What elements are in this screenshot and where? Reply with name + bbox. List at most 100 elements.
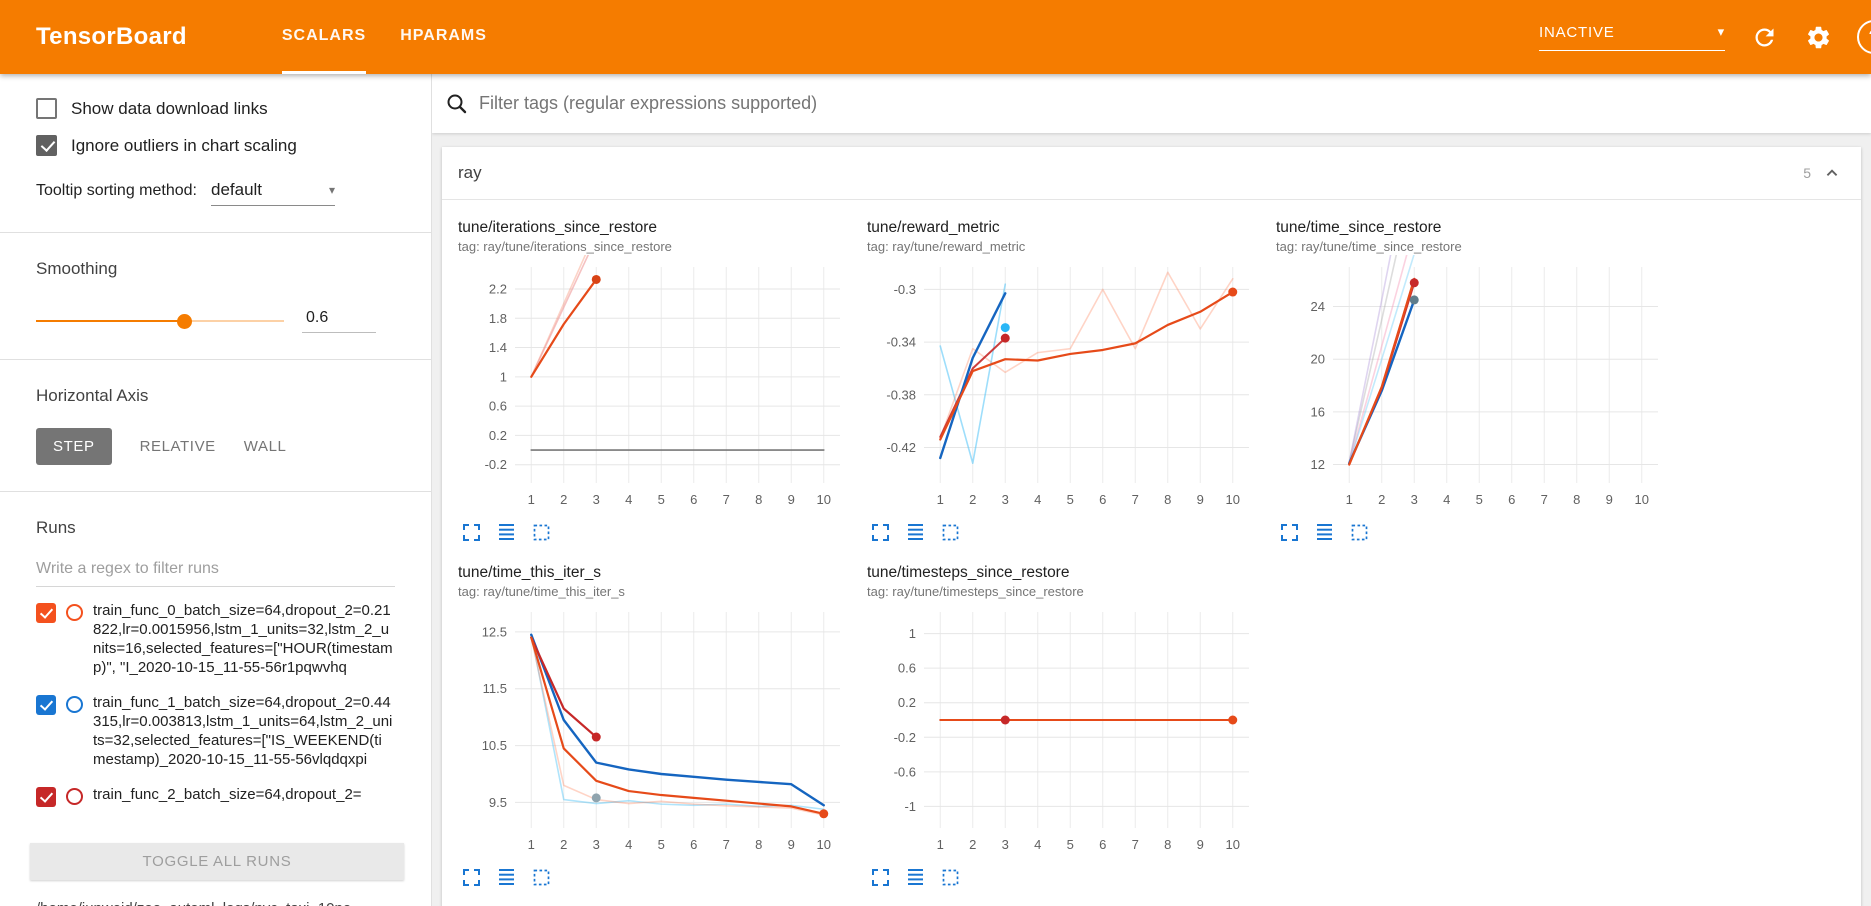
endpoint-dot [1409,295,1419,305]
data-table-button[interactable] [495,521,517,543]
settings-button[interactable] [1803,22,1833,52]
y-tick-label: 0.2 [489,428,507,443]
pin-card-button[interactable] [939,866,961,888]
run-name: train_func_1_batch_size=64,dropout_2=0.4… [93,694,393,768]
chart-plot[interactable]: 1 2 3 4 5 6 7 8 9 10 -0.2 0.2 0.6 1 1.4 1.8 2.2 [458,255,852,513]
pin-card-icon [1351,524,1367,540]
tooltip-sort-select[interactable]: default ▾ [210,180,335,206]
smoothing-slider-thumb[interactable] [177,313,193,329]
data-table-icon [907,868,923,885]
sidebar: Show data download links Ignore outliers … [0,74,432,906]
endpoint-dot [819,809,829,819]
settings-checkbox-row[interactable]: Show data download links [36,98,395,119]
data-table-icon [907,523,923,540]
x-tick-label: 5 [1067,837,1074,852]
tag-filter-input[interactable] [479,74,1871,133]
checkbox-icon[interactable] [36,98,57,119]
series-line [939,337,1007,438]
run-radio[interactable] [66,788,83,805]
toggle-all-runs-button[interactable]: TOGGLE ALL RUNS [30,843,404,880]
pin-card-button[interactable] [530,521,552,543]
endpoint-dot [591,732,601,742]
divider [0,232,431,233]
chart-title: tune/time_since_restore [1276,219,1442,236]
expand-chart-icon [871,868,889,886]
gear-icon [1807,26,1829,48]
data-table-button[interactable] [904,521,926,543]
refresh-icon [1755,27,1773,46]
data-table-button[interactable] [904,866,926,888]
settings-checkbox-row[interactable]: Ignore outliers in chart scaling [36,135,395,156]
y-tick-label: 1.4 [489,340,507,355]
run-checkbox[interactable] [36,695,56,715]
pin-card-button[interactable] [939,521,961,543]
pin-card-button[interactable] [1348,521,1370,543]
expand-chart-button[interactable] [1278,521,1300,543]
run-checkbox[interactable] [36,787,56,807]
chart-plot[interactable]: 1 2 3 4 5 6 7 8 9 10 -0.42 -0.38 -0.34 -0.3 [867,255,1261,513]
pin-card-button[interactable] [530,866,552,888]
chart-plot[interactable]: 1 2 3 4 5 6 7 8 9 10 -1 -0.6 -0.2 0.2 0.6 1 [867,600,1261,858]
x-tick-label: 8 [1573,492,1580,507]
y-tick-label: -0.2 [894,730,916,745]
endpoint-dot [591,274,601,284]
chart-tag: tag: ray/tune/iterations_since_restore [458,239,672,254]
y-tick-label: 10.5 [482,738,507,753]
series-line [1348,277,1416,466]
y-tick-label: 0.6 [489,399,507,414]
endpoint-dot [1000,333,1010,343]
y-tick-label: 1 [500,369,507,384]
expand-chart-button[interactable] [869,521,891,543]
help-icon[interactable]: ? [1857,20,1871,54]
refresh-button[interactable] [1749,22,1779,52]
search-icon [447,94,467,113]
series-line [530,636,825,816]
series-line [1348,255,1398,463]
series-line [1348,255,1392,463]
smoothing-slider[interactable] [36,313,284,329]
expand-chart-button[interactable] [869,866,891,888]
x-tick-label: 2 [969,837,976,852]
x-tick-label: 9 [1197,492,1204,507]
data-table-button[interactable] [495,866,517,888]
chart-toolbar [458,866,852,888]
tab-scalars[interactable]: SCALARS [281,0,367,74]
y-tick-label: 0.2 [898,695,916,710]
tag-group-header[interactable]: ray 5 [442,147,1861,200]
checkbox-icon[interactable] [36,135,57,156]
run-list-item: train_func_0_batch_size=64,dropout_2=0.2… [36,601,395,677]
haxis-relative-button[interactable]: RELATIVE [139,438,216,455]
tab-bar: SCALARS HPARAMS [265,0,504,74]
x-tick-label: 3 [1002,492,1009,507]
series-line [1348,255,1408,465]
run-checkbox[interactable] [36,603,56,623]
status-dropdown[interactable]: INACTIVE ▾ [1539,24,1725,51]
run-radio[interactable] [66,604,83,621]
expand-chart-button[interactable] [460,521,482,543]
checkbox-label: Ignore outliers in chart scaling [71,135,297,155]
data-table-button[interactable] [1313,521,1335,543]
chart-plot[interactable]: 1 2 3 4 5 6 7 8 9 10 9.5 10.5 11.5 12.5 [458,600,852,858]
tooltip-sort-value: default [210,180,263,199]
series-line [530,636,598,739]
x-tick-label: 5 [658,492,665,507]
haxis-step-button[interactable]: STEP [36,428,112,465]
caret-down-icon: ▾ [1717,24,1725,39]
run-filter-input[interactable] [36,552,395,587]
chevron-up-icon[interactable] [1821,162,1843,184]
y-tick-label: -0.6 [894,764,916,779]
haxis-wall-button[interactable]: WALL [243,438,287,455]
chart-card: tune/reward_metric tag: ray/tune/reward_m… [867,218,1261,543]
x-tick-label: 6 [690,492,697,507]
x-tick-label: 10 [1635,492,1649,507]
tab-hparams[interactable]: HPARAMS [400,26,487,44]
run-radio[interactable] [66,696,83,713]
y-tick-label: -0.2 [485,457,507,472]
smoothing-value[interactable]: 0.6 [302,309,376,333]
pin-card-icon [942,524,958,540]
x-tick-label: 3 [1411,492,1418,507]
expand-chart-button[interactable] [460,866,482,888]
tag-filter-bar [432,74,1871,133]
run-name: train_func_0_batch_size=64,dropout_2=0.2… [93,602,393,676]
